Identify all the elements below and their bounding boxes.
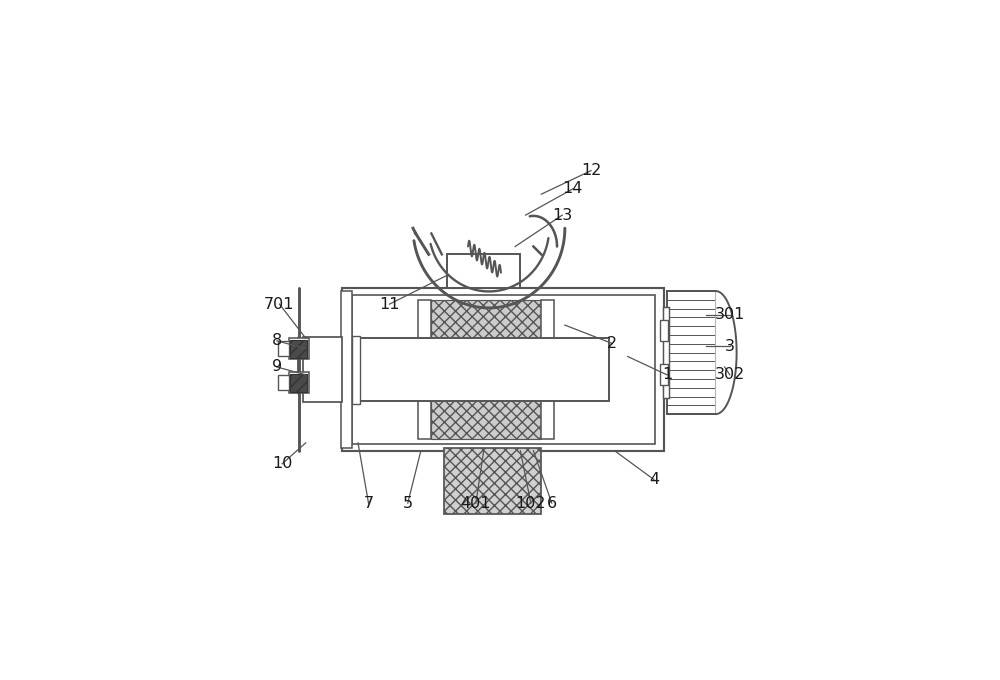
Bar <box>289 338 309 359</box>
Text: 4: 4 <box>649 472 659 487</box>
Text: 5: 5 <box>403 496 413 511</box>
Bar <box>289 372 309 393</box>
Text: 1: 1 <box>662 367 672 382</box>
Bar <box>358 338 609 401</box>
Text: 12: 12 <box>581 163 601 178</box>
Bar <box>541 397 554 439</box>
Bar <box>660 364 668 386</box>
Text: 301: 301 <box>715 307 745 322</box>
Bar <box>667 291 716 414</box>
Text: 3: 3 <box>725 339 735 354</box>
Bar <box>663 307 669 398</box>
Text: 6: 6 <box>547 496 557 511</box>
Bar <box>278 375 289 390</box>
Bar <box>341 291 352 448</box>
Text: 8: 8 <box>272 333 282 348</box>
Bar <box>342 288 664 451</box>
Text: 14: 14 <box>563 182 583 197</box>
Bar <box>444 448 541 513</box>
Bar <box>418 300 431 342</box>
Bar <box>352 335 360 404</box>
Text: 701: 701 <box>264 296 295 311</box>
Bar <box>431 300 541 342</box>
Bar <box>278 341 289 356</box>
Text: 10: 10 <box>272 456 292 471</box>
Bar <box>660 320 668 341</box>
Bar <box>541 300 554 342</box>
Text: 13: 13 <box>552 207 572 222</box>
Text: 401: 401 <box>461 496 491 511</box>
Bar <box>290 374 307 392</box>
Text: 9: 9 <box>272 360 282 375</box>
Text: 2: 2 <box>607 336 617 351</box>
Bar <box>290 340 307 358</box>
Text: 11: 11 <box>379 296 400 311</box>
Bar <box>352 294 655 445</box>
Bar <box>303 337 342 402</box>
Text: 302: 302 <box>715 367 745 382</box>
Bar <box>418 397 431 439</box>
Text: 7: 7 <box>363 496 374 511</box>
Bar <box>447 254 520 288</box>
Bar <box>431 397 541 439</box>
Text: 102: 102 <box>516 496 546 511</box>
